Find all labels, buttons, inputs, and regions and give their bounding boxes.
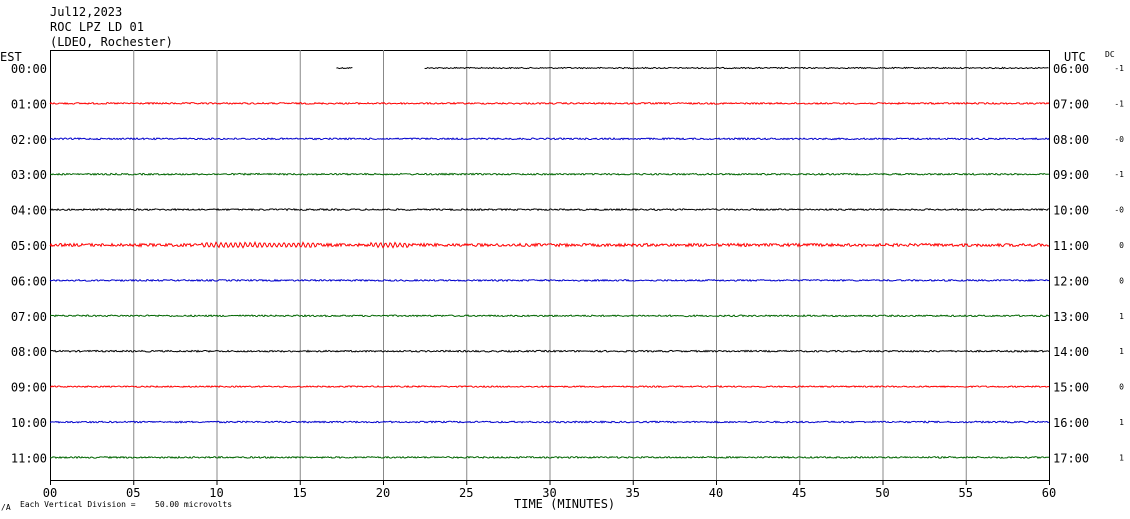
x-axis-title: TIME (MINUTES) <box>514 497 615 511</box>
utc-time-label: 16:00 <box>1053 416 1089 430</box>
utc-time-label: 10:00 <box>1053 204 1089 218</box>
est-time-label: 08:00 <box>11 345 47 359</box>
x-tick-label: 55 <box>959 486 973 500</box>
scale-prefix: Each Vertical Division = <box>20 500 136 509</box>
dc-value-label: 1 <box>1119 453 1124 462</box>
x-tick-label: 30 <box>542 486 556 500</box>
x-tick-label: 15 <box>293 486 307 500</box>
trace-line-1000 <box>49 420 1050 424</box>
utc-time-label: 07:00 <box>1053 97 1089 111</box>
dc-value-label: 1 <box>1119 418 1124 427</box>
trace-line-0800 <box>49 349 1050 353</box>
trace-line-0500 <box>49 240 1050 249</box>
est-axis-title: EST <box>0 50 22 64</box>
corner-mark: /A <box>1 503 11 512</box>
utc-time-label: 09:00 <box>1053 168 1089 182</box>
est-time-label: 04:00 <box>11 204 47 218</box>
trace-line-0000 <box>336 66 353 70</box>
dc-value-label: 0 <box>1119 241 1124 250</box>
est-time-label: 01:00 <box>11 97 47 111</box>
row-label-group: 00:00 06:00 -1 01:00 07:00 -1 02:00 08:00 -0 03:0… <box>11 62 1124 465</box>
network-label: (LDEO, Rochester) <box>50 35 173 49</box>
dc-value-label: 0 <box>1119 383 1124 392</box>
trace-line-0000 <box>424 66 1049 70</box>
utc-axis-title: UTC <box>1064 50 1086 64</box>
est-time-label: 09:00 <box>11 381 47 395</box>
trace-group <box>49 66 1050 460</box>
trace-line-0600 <box>49 278 1050 283</box>
utc-time-label: 17:00 <box>1053 451 1089 465</box>
trace-line-0100 <box>49 101 1050 106</box>
dc-value-label: -0 <box>1114 206 1124 215</box>
grid-lines <box>133 50 967 480</box>
trace-line-0700 <box>49 314 1050 318</box>
x-tick-label: 00 <box>43 486 57 500</box>
dc-axis-title: DC <box>1105 50 1115 59</box>
dc-value-label: 0 <box>1119 276 1124 285</box>
x-tick-label: 05 <box>126 486 140 500</box>
est-time-label: 02:00 <box>11 133 47 147</box>
est-time-label: 05:00 <box>11 239 47 253</box>
dc-value-label: 1 <box>1119 347 1124 356</box>
utc-time-label: 15:00 <box>1053 381 1089 395</box>
x-tick-label: 45 <box>792 486 806 500</box>
dc-value-label: -1 <box>1114 170 1124 179</box>
trace-line-0400 <box>49 207 1050 212</box>
x-tick-label: 50 <box>875 486 889 500</box>
est-time-label: 06:00 <box>11 274 47 288</box>
utc-time-label: 14:00 <box>1053 345 1089 359</box>
est-time-label: 00:00 <box>11 62 47 76</box>
x-tick-label: 35 <box>626 486 640 500</box>
dc-value-label: -0 <box>1114 135 1124 144</box>
utc-time-label: 06:00 <box>1053 62 1089 76</box>
trace-line-0200 <box>49 137 1050 141</box>
utc-time-label: 13:00 <box>1053 310 1089 324</box>
est-time-label: 11:00 <box>11 451 47 465</box>
est-time-label: 07:00 <box>11 310 47 324</box>
trace-line-0900 <box>49 385 1050 389</box>
dc-value-label: -1 <box>1114 99 1124 108</box>
est-time-label: 10:00 <box>11 416 47 430</box>
scale-value: 50.00 microvolts <box>155 500 232 509</box>
x-tick-label: 60 <box>1042 486 1056 500</box>
x-tick-group: 00 05 10 15 20 25 30 35 40 45 50 55 60 <box>43 480 1056 500</box>
x-tick-label: 20 <box>376 486 390 500</box>
dc-value-label: 1 <box>1119 312 1124 321</box>
station-label: ROC LPZ LD 01 <box>50 20 144 34</box>
utc-time-label: 12:00 <box>1053 274 1089 288</box>
utc-time-label: 11:00 <box>1053 239 1089 253</box>
x-tick-label: 10 <box>209 486 223 500</box>
x-tick-label: 25 <box>459 486 473 500</box>
x-tick-label: 40 <box>709 486 723 500</box>
trace-line-0300 <box>49 172 1050 176</box>
trace-line-1100 <box>49 455 1050 460</box>
utc-time-label: 08:00 <box>1053 133 1089 147</box>
est-time-label: 03:00 <box>11 168 47 182</box>
dc-value-label: -1 <box>1114 64 1124 73</box>
date-label: Jul12,2023 <box>50 5 122 19</box>
